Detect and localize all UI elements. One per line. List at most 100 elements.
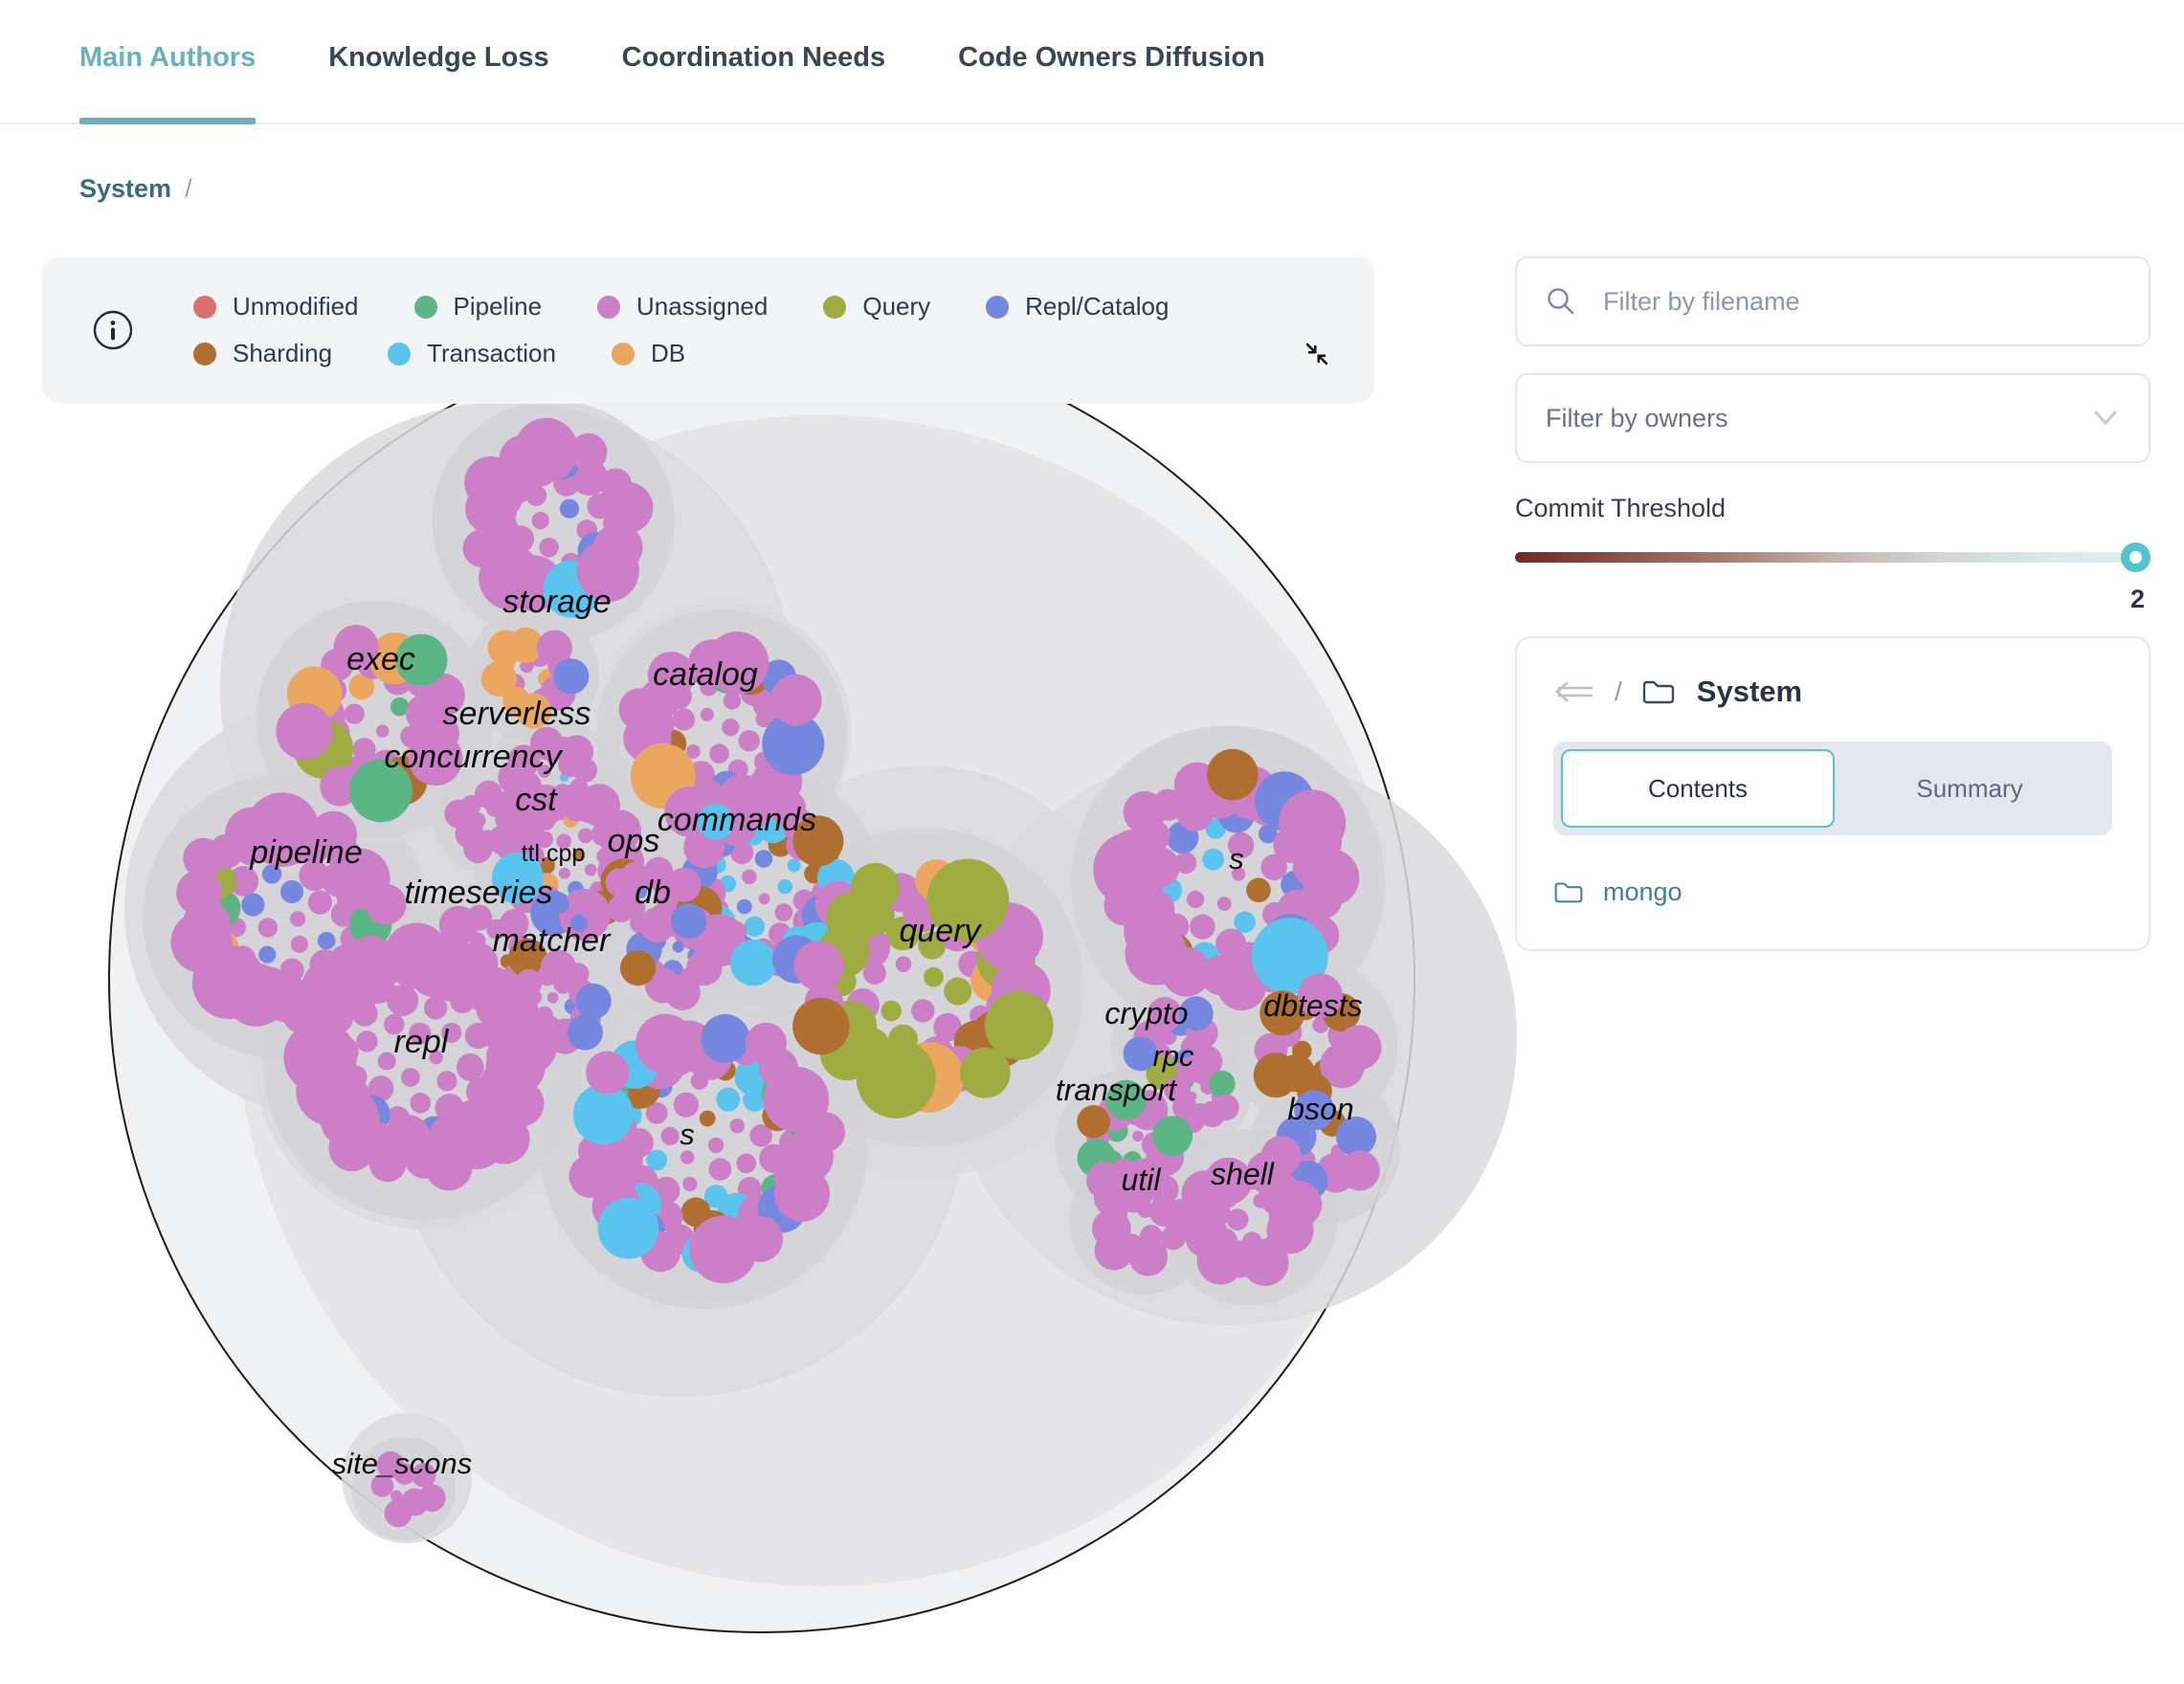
file-dot[interactable] (602, 481, 654, 534)
panel-tab-contents[interactable]: Contents (1561, 749, 1835, 828)
file-dot[interactable] (540, 949, 577, 986)
file-dot[interactable] (660, 1126, 680, 1145)
file-dot[interactable] (926, 858, 1010, 942)
file-dot[interactable] (1339, 1150, 1380, 1191)
file-dot[interactable] (384, 1013, 405, 1035)
file-dot[interactable] (1216, 897, 1232, 911)
file-dot[interactable] (429, 1051, 443, 1065)
file-dot[interactable] (317, 931, 336, 950)
file-dot[interactable] (464, 1022, 492, 1050)
file-dot[interactable] (424, 996, 448, 1020)
file-dot[interactable] (754, 850, 773, 868)
filename-filter-input[interactable] (1603, 286, 2122, 317)
file-dot[interactable] (536, 630, 573, 666)
file-dot[interactable] (463, 834, 493, 864)
file-dot[interactable] (851, 862, 901, 913)
file-dot[interactable] (1260, 853, 1287, 881)
file-dot[interactable] (1246, 1151, 1289, 1194)
file-dot[interactable] (736, 1153, 757, 1174)
file-dot[interactable] (582, 897, 600, 915)
file-dot[interactable] (618, 688, 661, 731)
file-dot[interactable] (487, 630, 524, 666)
file-dot[interactable] (441, 1022, 462, 1043)
file-dot[interactable] (553, 658, 590, 695)
file-dot[interactable] (1259, 824, 1278, 844)
file-dot[interactable] (924, 966, 944, 987)
file-dot[interactable] (723, 692, 742, 710)
file-dot[interactable] (1231, 867, 1246, 881)
file-dot[interactable] (1123, 1036, 1158, 1072)
file-dot[interactable] (1164, 1076, 1191, 1103)
file-dot[interactable] (395, 633, 448, 686)
file-dot[interactable] (401, 1068, 420, 1087)
file-dot[interactable] (959, 1047, 1011, 1098)
file-dot[interactable] (1147, 997, 1182, 1031)
file-dot[interactable] (605, 868, 635, 897)
file-dot[interactable] (805, 1112, 845, 1153)
file-dot[interactable] (276, 703, 333, 761)
file-dot[interactable] (787, 858, 801, 873)
file-dot[interactable] (716, 1087, 741, 1112)
file-dot[interactable] (474, 780, 503, 809)
file-dot[interactable] (1251, 918, 1328, 995)
file-dot[interactable] (1302, 849, 1360, 906)
file-dot[interactable] (744, 916, 766, 937)
file-dot[interactable] (531, 511, 549, 530)
file-dot[interactable] (497, 805, 537, 844)
file-dot[interactable] (749, 1124, 772, 1147)
file-dot[interactable] (1213, 1094, 1239, 1121)
file-dot[interactable] (1259, 990, 1305, 1036)
file-dot[interactable] (597, 1197, 659, 1259)
file-dot[interactable] (911, 999, 935, 1023)
file-dot[interactable] (722, 718, 740, 737)
file-dot[interactable] (680, 1150, 695, 1164)
file-dot[interactable] (1125, 922, 1188, 986)
file-dot[interactable] (682, 1176, 698, 1192)
file-dot[interactable] (479, 545, 544, 610)
file-dot[interactable] (464, 455, 517, 509)
file-dot[interactable] (290, 911, 306, 927)
file-dot[interactable] (686, 949, 723, 986)
legend-item-pipeline[interactable]: Pipeline (413, 292, 542, 321)
file-dot[interactable] (572, 849, 586, 862)
file-dot[interactable] (584, 863, 597, 876)
file-dot[interactable] (738, 730, 760, 752)
file-dot[interactable] (666, 867, 702, 902)
file-dot[interactable] (1176, 1056, 1203, 1084)
file-dot[interactable] (708, 1158, 732, 1181)
file-dot[interactable] (673, 708, 696, 731)
tab-coordination-needs[interactable]: Coordination Needs (621, 42, 886, 73)
file-dot[interactable] (408, 731, 463, 786)
file-dot[interactable] (568, 893, 587, 910)
file-dot[interactable] (1226, 1208, 1249, 1230)
file-dot[interactable] (918, 931, 947, 960)
file-dot[interactable] (516, 693, 552, 729)
file-dot[interactable] (743, 793, 775, 827)
file-dot[interactable] (1094, 1230, 1134, 1271)
file-dot[interactable] (856, 1038, 936, 1119)
file-dot[interactable] (356, 1030, 378, 1052)
file-dot[interactable] (576, 539, 639, 603)
file-dot[interactable] (647, 652, 695, 699)
file-dot[interactable] (538, 764, 551, 778)
file-dot[interactable] (368, 1075, 394, 1101)
legend-item-query[interactable]: Query (823, 292, 930, 321)
file-dot[interactable] (376, 1451, 405, 1479)
slider-handle[interactable] (2121, 543, 2151, 572)
file-dot[interactable] (635, 1013, 696, 1075)
file-dot[interactable] (575, 983, 612, 1019)
file-dot[interactable] (1216, 961, 1267, 1011)
file-dot[interactable] (1132, 1130, 1144, 1142)
file-dot[interactable] (228, 866, 259, 897)
file-dot[interactable] (646, 1149, 668, 1171)
file-dot[interactable] (736, 898, 752, 915)
file-dot[interactable] (1178, 996, 1214, 1031)
file-dot[interactable] (1228, 831, 1255, 859)
legend-item-sharding[interactable]: Sharding (193, 339, 332, 368)
legend-item-transaction[interactable]: Transaction (388, 339, 556, 368)
file-dot[interactable] (307, 890, 332, 915)
file-dot[interactable] (671, 903, 707, 940)
tab-main-authors[interactable]: Main Authors (79, 42, 256, 124)
file-dot[interactable] (664, 974, 701, 1010)
